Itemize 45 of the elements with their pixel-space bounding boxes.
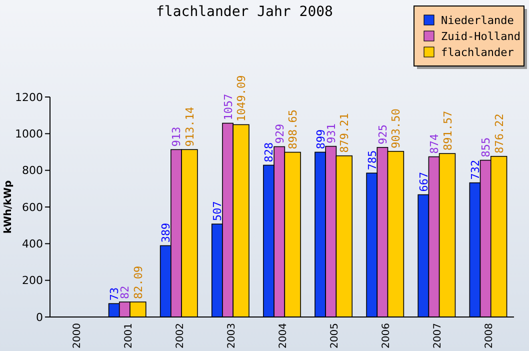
- data-label: 879.21: [338, 113, 352, 153]
- y-tick-label: 800: [22, 164, 43, 178]
- x-tick-label: 2001: [123, 323, 134, 348]
- data-label: 73: [108, 287, 122, 301]
- data-label: 891.57: [441, 110, 454, 151]
- x-tick-label: 2005: [330, 323, 341, 348]
- y-axis-title: kWh/kWp: [3, 180, 14, 234]
- data-label: 785: [366, 150, 379, 170]
- data-label: 82.09: [132, 266, 145, 299]
- y-tick-label: 400: [22, 238, 43, 251]
- data-label: 899: [314, 129, 328, 150]
- data-label: 1057: [222, 94, 235, 120]
- data-label: 667: [417, 172, 430, 192]
- data-label: 855: [480, 137, 493, 158]
- x-tick-label: 2004: [278, 323, 289, 348]
- data-label: 876.22: [492, 114, 506, 154]
- legend-label: flachlander: [441, 46, 514, 59]
- data-label: 925: [376, 124, 390, 144]
- x-tick-label: 2007: [432, 323, 444, 348]
- x-tick-label: 2008: [484, 323, 496, 348]
- x-tick-label: 2003: [226, 323, 238, 348]
- y-tick-label: 200: [22, 274, 43, 288]
- y-tick-label: 1000: [15, 128, 43, 141]
- data-label: 874: [428, 134, 442, 154]
- legend-label: Niederlande: [441, 14, 514, 27]
- data-label: 903.50: [390, 108, 403, 148]
- data-label: 913: [170, 126, 184, 147]
- data-label: 929: [273, 124, 286, 144]
- x-tick-label: 2000: [72, 323, 83, 348]
- data-label: 732: [468, 160, 482, 180]
- data-label: 828: [262, 142, 276, 162]
- y-tick-label: 600: [22, 200, 43, 214]
- legend-label: Zuid-Holland: [441, 30, 520, 43]
- data-label: 931: [324, 123, 338, 144]
- data-label: 507: [211, 201, 224, 222]
- data-label: 1049.09: [235, 75, 248, 122]
- data-label: 898.65: [286, 109, 300, 150]
- y-tick-label: 0: [36, 310, 43, 324]
- y-tick-label: 1200: [15, 90, 43, 104]
- data-label: 913.14: [183, 106, 196, 147]
- data-label: 82: [118, 286, 132, 299]
- x-tick-label: 2006: [381, 323, 392, 348]
- x-tick-label: 2002: [174, 323, 186, 348]
- data-label: 389: [160, 222, 173, 243]
- chart-title: flachlander Jahr 2008: [156, 4, 334, 20]
